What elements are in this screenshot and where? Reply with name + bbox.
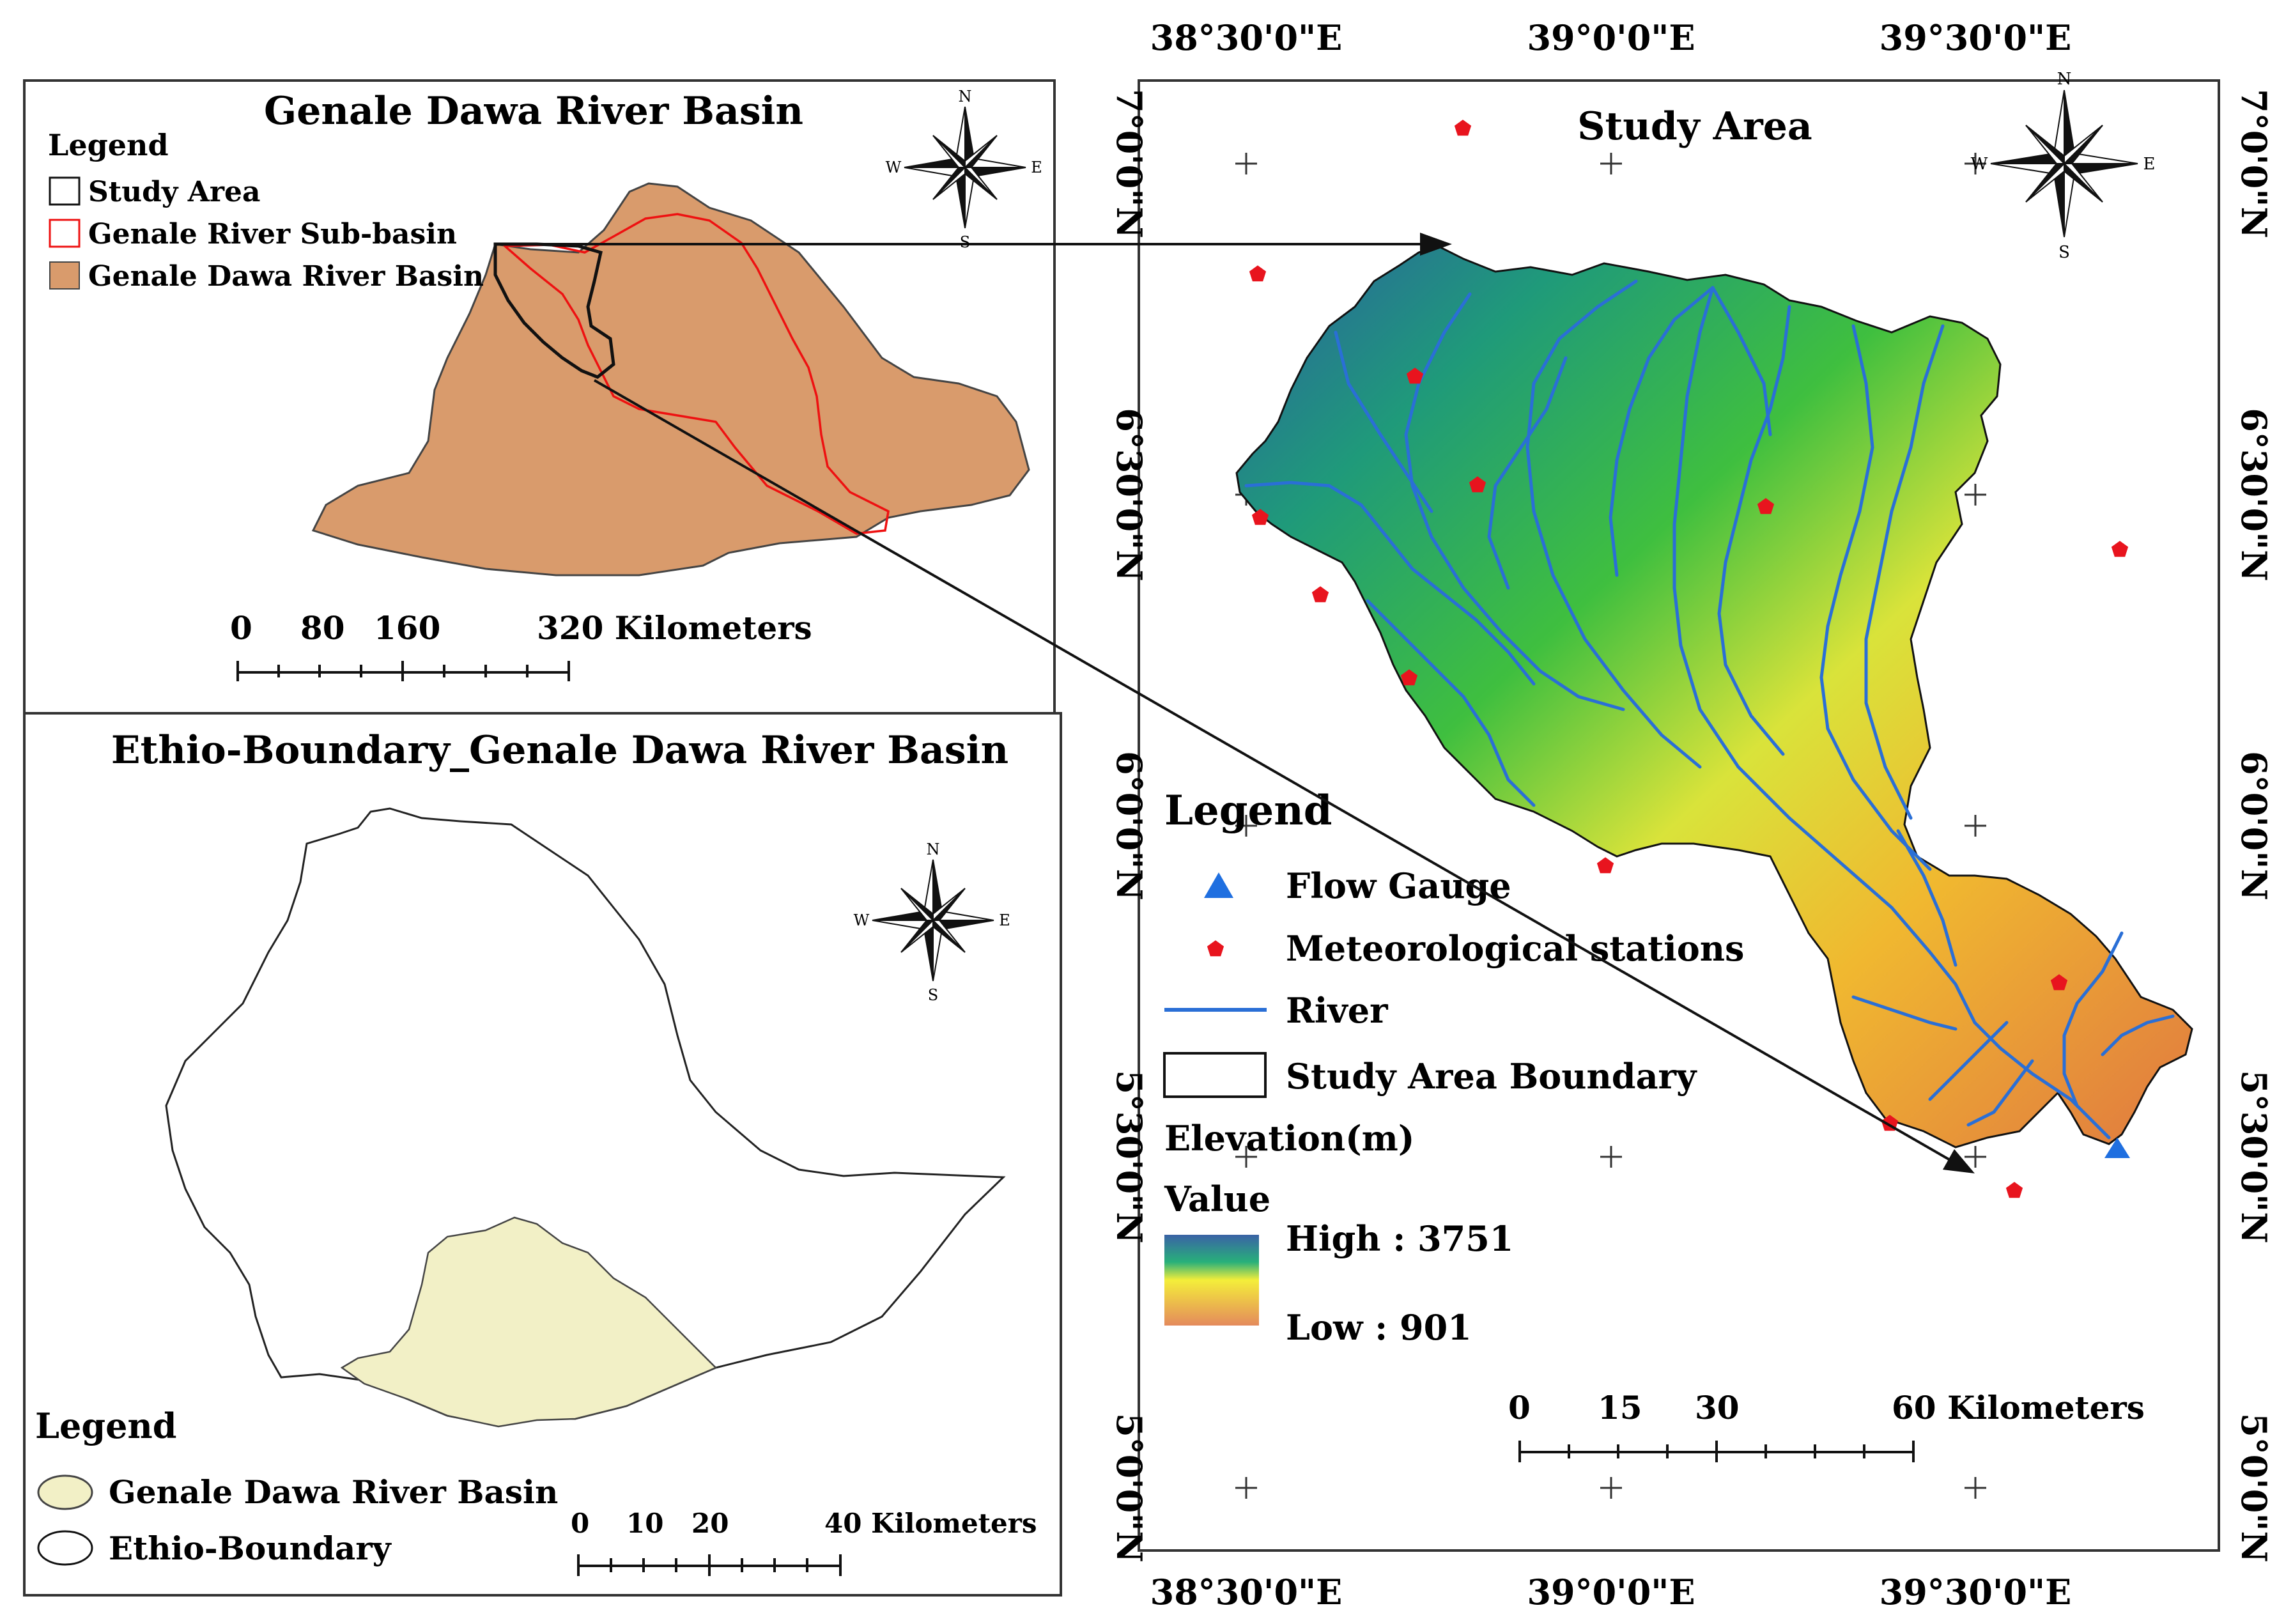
boundary-swatch bbox=[37, 1530, 93, 1566]
latitude-label: 7°0'0"N bbox=[1109, 89, 1150, 238]
scale-label: 20 bbox=[691, 1508, 729, 1539]
basin-legend-item: Genale River Sub-basin bbox=[88, 218, 457, 251]
longitude-label: 38°30'0"E bbox=[1150, 17, 1343, 58]
study-legend-item: Meteorological stations bbox=[1286, 928, 1744, 969]
compass-n: N bbox=[2057, 70, 2072, 89]
scale-label: 30 bbox=[1695, 1389, 1740, 1427]
latitude-label: 6°30'0"N bbox=[1109, 408, 1150, 581]
ethiopia-panel: Ethio-Boundary_Genale Dawa River Basin L… bbox=[23, 712, 1062, 1597]
basin-legend-title: Legend bbox=[48, 128, 169, 162]
compass-e: E bbox=[2143, 155, 2156, 174]
compass-rose: N S E W bbox=[886, 88, 1042, 251]
scale-label: 15 bbox=[1598, 1389, 1642, 1427]
scale-label: 40 Kilometers bbox=[824, 1508, 1037, 1539]
basin-scale-bar bbox=[236, 661, 570, 681]
subbasin-swatch bbox=[49, 219, 81, 248]
ethiopia-legend-item: Genale Dawa River Basin bbox=[109, 1473, 558, 1511]
compass-w: W bbox=[1971, 155, 1988, 174]
ethiopia-panel-title: Ethio-Boundary_Genale Dawa River Basin bbox=[111, 728, 1008, 773]
compass-n: N bbox=[927, 840, 940, 858]
study-panel: Study Area Legend Flow Gauge Meteorologi… bbox=[1138, 79, 2220, 1552]
compass-s: S bbox=[2058, 243, 2070, 262]
scale-label: 60 Kilometers bbox=[1892, 1389, 2145, 1427]
compass-n: N bbox=[959, 88, 972, 105]
value-title: Value bbox=[1164, 1179, 1270, 1219]
latitude-label: 5°0'0"N bbox=[1109, 1413, 1150, 1563]
elevation-high-label: High : 3751 bbox=[1286, 1218, 1513, 1259]
rivers bbox=[1244, 279, 2175, 1140]
latitude-label: 5°0'0"N bbox=[2234, 1413, 2274, 1563]
study-legend-title: Legend bbox=[1164, 787, 1332, 835]
genale-river-subbasin-outline bbox=[502, 213, 890, 535]
ethiopia-scale-bar bbox=[577, 1554, 842, 1576]
genale-dawa-basin-in-ethiopia bbox=[340, 1216, 718, 1428]
elevation-color-ramp bbox=[1164, 1235, 1259, 1326]
study-legend-item: Study Area Boundary bbox=[1286, 1056, 1697, 1097]
elevation-low-label: Low : 901 bbox=[1286, 1307, 1472, 1348]
scale-label: 80 bbox=[300, 609, 345, 647]
study-legend-item: River bbox=[1286, 990, 1388, 1031]
basin-legend-item: Genale Dawa River Basin bbox=[88, 260, 484, 293]
triangle-icon bbox=[1204, 872, 1233, 898]
study-area-outline bbox=[493, 242, 615, 379]
compass-e: E bbox=[1031, 159, 1042, 176]
basin-swatch bbox=[49, 261, 80, 290]
basin-panel: Genale Dawa River Basin Legend Study Are… bbox=[23, 79, 1056, 715]
longitude-label: 38°30'0"E bbox=[1150, 1572, 1343, 1612]
compass-e: E bbox=[999, 911, 1010, 929]
scale-label: 0 bbox=[230, 609, 252, 647]
ethiopia-legend-title: Legend bbox=[35, 1405, 176, 1446]
study-area-elevation bbox=[1235, 245, 2193, 1148]
latitude-label: 5°30'0"N bbox=[1109, 1070, 1150, 1243]
latitude-label: 6°30'0"N bbox=[2234, 408, 2274, 581]
scale-label: 0 bbox=[1508, 1389, 1531, 1427]
compass-rose: N S E W bbox=[1971, 70, 2156, 262]
study-area-swatch bbox=[49, 176, 81, 206]
coordinate-labels: 38°30'0"E 39°0'0"E 39°30'0"E 38°30'0"E 3… bbox=[1109, 17, 2274, 1612]
basin-panel-title: Genale Dawa River Basin bbox=[264, 89, 803, 134]
genale-dawa-basin-shape bbox=[311, 182, 1030, 576]
rectangle-icon bbox=[1163, 1052, 1267, 1098]
basin-legend-item: Study Area bbox=[88, 176, 261, 208]
compass-w: W bbox=[886, 159, 902, 176]
longitude-label: 39°0'0"E bbox=[1527, 1572, 1695, 1612]
ethiopia-legend-item: Ethio-Boundary bbox=[109, 1529, 392, 1567]
longitude-label: 39°0'0"E bbox=[1527, 17, 1695, 58]
compass-s: S bbox=[960, 233, 970, 251]
longitude-label: 39°30'0"E bbox=[1880, 17, 2072, 58]
scale-label: 320 Kilometers bbox=[537, 609, 812, 647]
compass-rose: N S E W bbox=[854, 840, 1010, 1004]
latitude-label: 6°0'0"N bbox=[2234, 751, 2274, 901]
latitude-label: 6°0'0"N bbox=[1109, 751, 1150, 901]
latitude-label: 7°0'0"N bbox=[2234, 89, 2274, 238]
scale-label: 10 bbox=[626, 1508, 663, 1539]
basin-swatch bbox=[37, 1474, 93, 1510]
latitude-label: 5°30'0"N bbox=[2234, 1070, 2274, 1243]
compass-s: S bbox=[928, 986, 938, 1004]
study-scale-bar bbox=[1518, 1441, 1915, 1462]
compass-w: W bbox=[854, 911, 870, 929]
flow-gauge-marker bbox=[2104, 1138, 2130, 1158]
scale-label: 0 bbox=[571, 1508, 589, 1539]
connector-arrows bbox=[495, 233, 1975, 1173]
longitude-label: 39°30'0"E bbox=[1880, 1572, 2072, 1612]
study-legend-item: Flow Gauge bbox=[1286, 865, 1511, 906]
elevation-title: Elevation(m) bbox=[1164, 1118, 1414, 1159]
study-panel-title: Study Area bbox=[1577, 104, 1812, 149]
scale-label: 160 bbox=[374, 609, 440, 647]
